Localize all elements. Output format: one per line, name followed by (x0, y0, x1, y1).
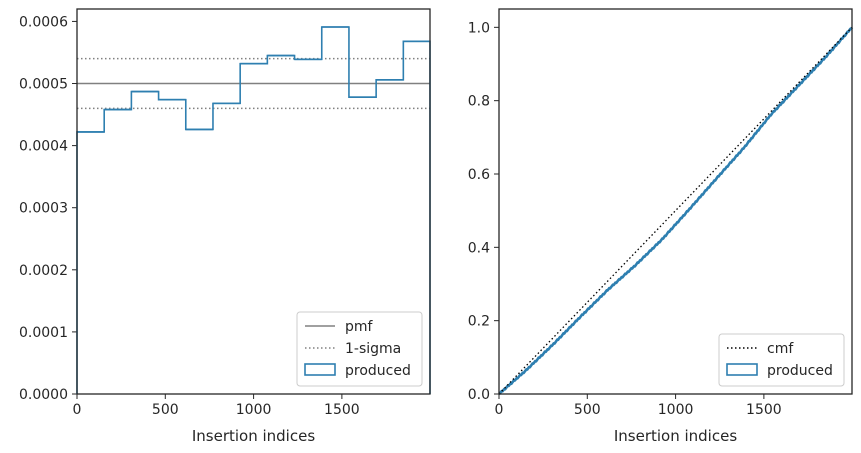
legend: cmf produced (718, 333, 845, 387)
legend: pmf 1-sigma produced (296, 311, 423, 387)
y-tick-label: 0.2 (468, 314, 490, 330)
legend-label: pmf (345, 319, 374, 335)
plot-frame (498, 8, 853, 395)
pmf-histogram-chart: 0 500 1000 1500 0.0000 0.0001 0.0002 0.0003 0.00… (19, 8, 431, 445)
legend-label: cmf (767, 341, 794, 357)
y-tick-label: 0.8 (468, 94, 490, 110)
y-tick-label: 0.0004 (19, 139, 68, 155)
y-tick-label: 0.4 (468, 240, 490, 256)
x-tick-label: 0 (495, 402, 504, 418)
y-tick-label: 0.0006 (19, 14, 68, 30)
legend-swatch-produced (726, 363, 758, 376)
y-tick-label: 0.0001 (19, 325, 68, 341)
legend-label: produced (345, 363, 411, 379)
x-tick-label: 1500 (746, 402, 782, 418)
x-tick-label: 1500 (324, 402, 360, 418)
legend-swatch-produced (304, 363, 336, 376)
y-tick-label: 0.0 (468, 387, 490, 403)
x-tick-label: 500 (574, 402, 601, 418)
x-tick-label: 500 (152, 402, 179, 418)
x-tick-label: 1000 (658, 402, 694, 418)
y-tick-label: 1.0 (468, 20, 490, 36)
x-tick-label: 0 (73, 402, 82, 418)
cmf-line (498, 26, 853, 395)
x-axis-label: Insertion indices (614, 427, 737, 445)
y-tick-label: 0.0000 (19, 387, 68, 403)
legend-box (718, 333, 845, 387)
y-tick-label: 0.0005 (19, 77, 68, 93)
y-tick-label: 0.0002 (19, 263, 68, 279)
x-tick-label: 1000 (236, 402, 272, 418)
y-tick-label: 0.0003 (19, 201, 68, 217)
produced-cumulative-line (498, 26, 854, 396)
legend-box (296, 311, 423, 387)
legend-label: 1-sigma (345, 341, 401, 357)
y-tick-label: 0.6 (468, 167, 490, 183)
cmf-chart: 0 500 1000 1500 0.0 0.2 0.4 0.6 0.8 1.0 Insertion … (468, 8, 854, 445)
plot-frame (76, 8, 431, 395)
legend-label: produced (767, 363, 833, 379)
x-axis-label: Insertion indices (192, 427, 315, 445)
